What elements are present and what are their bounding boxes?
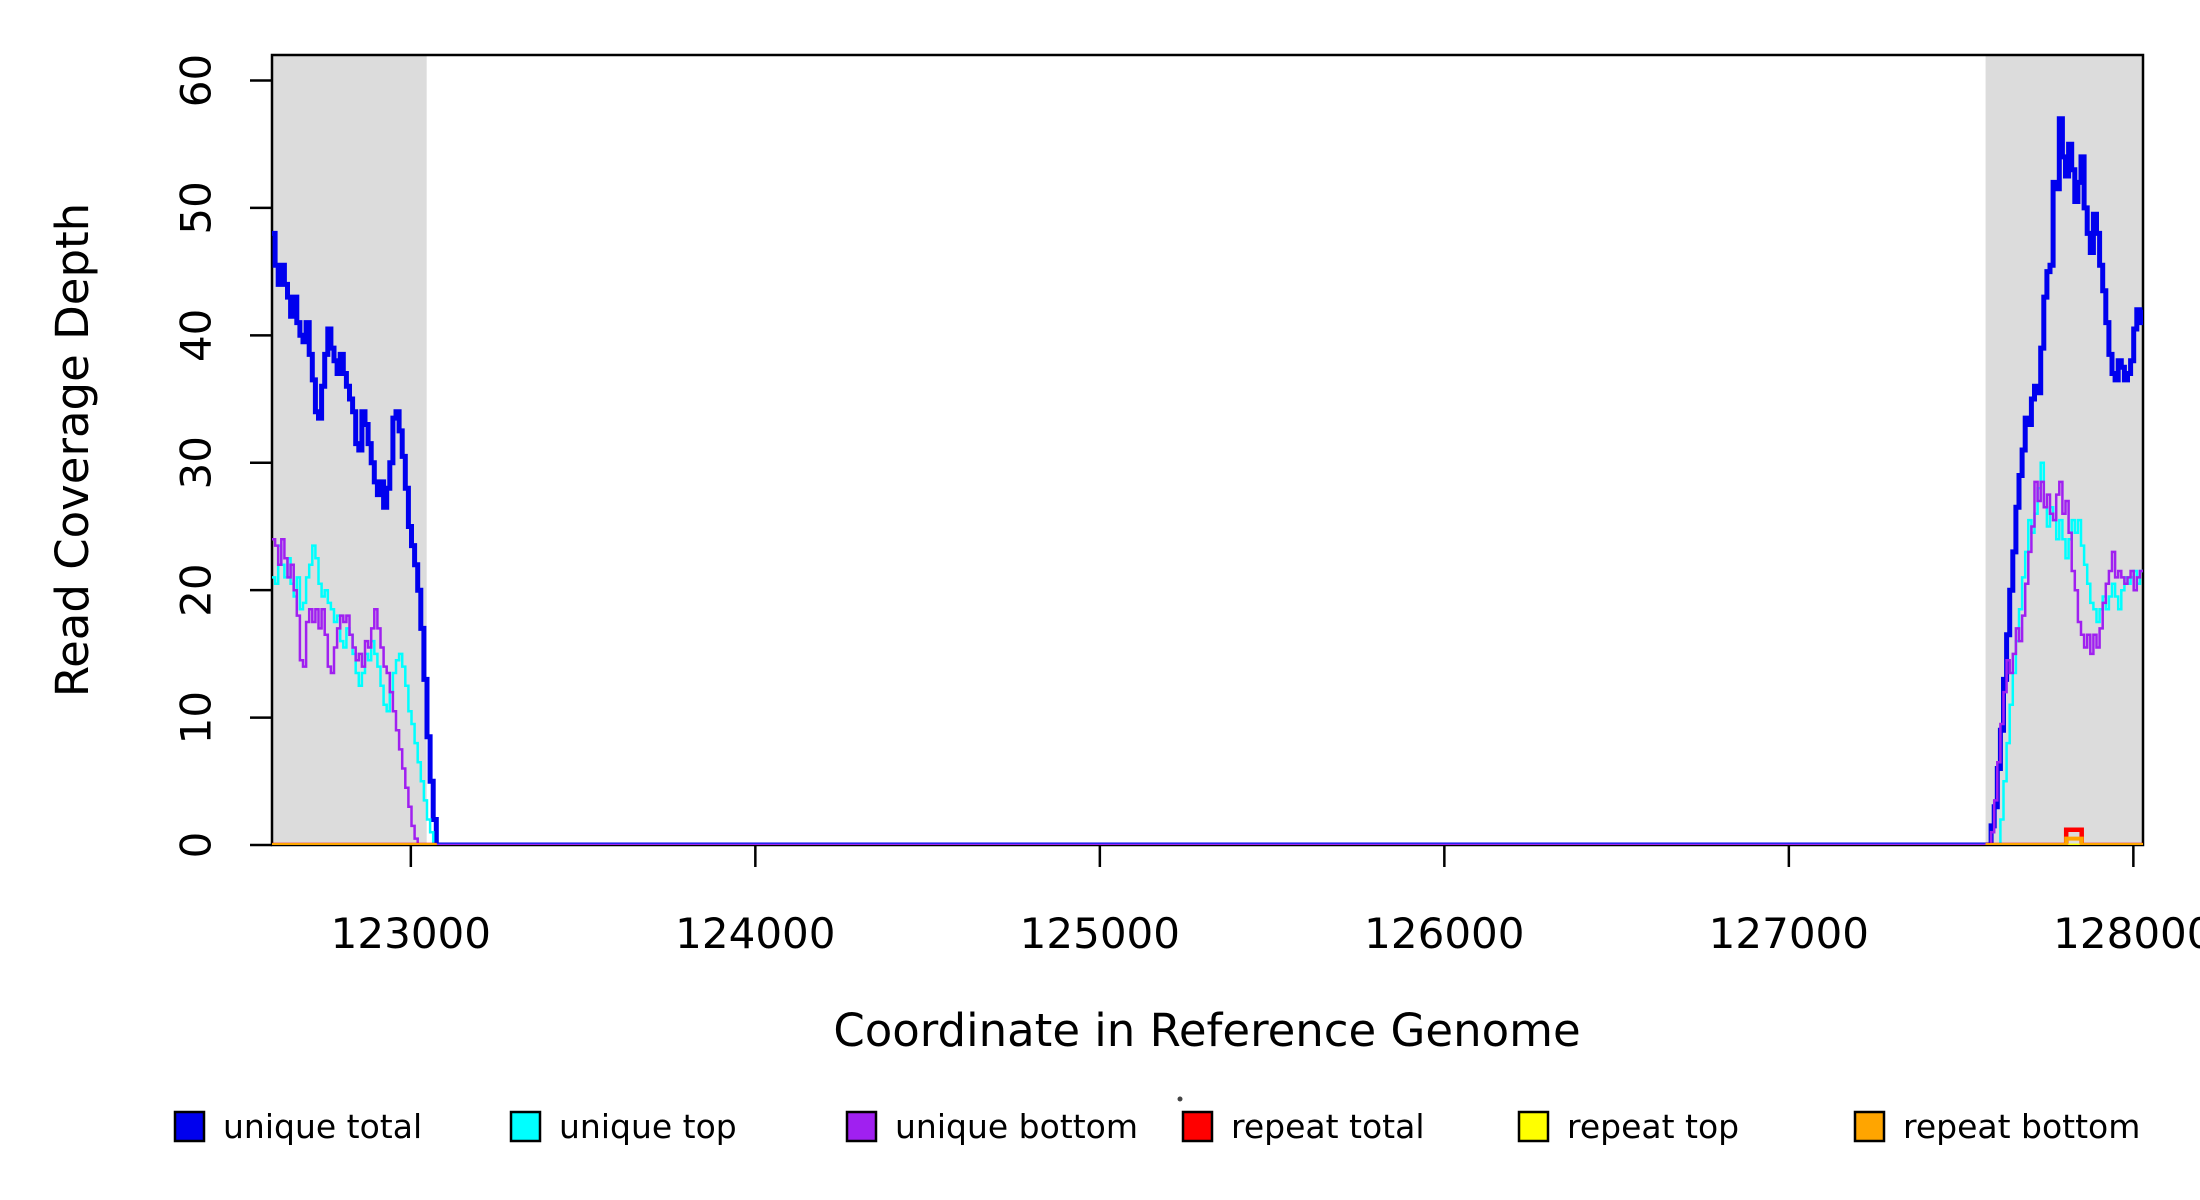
legend-label-repeat-top: repeat top xyxy=(1567,1107,1739,1146)
x-tick-label: 125000 xyxy=(1020,909,1180,958)
legend-swatch-unique-bottom xyxy=(845,1110,878,1143)
y-tick-label: 60 xyxy=(172,54,221,107)
legend-label-repeat-bottom: repeat bottom xyxy=(1903,1107,2140,1146)
y-tick-label: 40 xyxy=(172,309,221,362)
y-tick-label: 10 xyxy=(172,691,221,744)
legend-label-unique-top: unique top xyxy=(559,1107,737,1146)
x-tick-label: 126000 xyxy=(1364,909,1524,958)
legend-swatch-repeat-total xyxy=(1181,1110,1214,1143)
series-line-unique-bottom xyxy=(272,480,2143,845)
series-line-repeat-total xyxy=(272,827,2143,845)
y-tick-label: 50 xyxy=(172,181,221,234)
x-tick-label: 127000 xyxy=(1709,909,1869,958)
axis-tick-labels: 123000 124000 125000 126000 127000 128000 0 10 2… xyxy=(172,54,2200,958)
y-axis-title: Read Coverage Depth xyxy=(46,203,99,697)
legend-swatch-repeat-top xyxy=(1517,1110,1550,1143)
x-tick-label: 123000 xyxy=(331,909,491,958)
y-tick-label: 30 xyxy=(172,436,221,489)
repeat-region-bands xyxy=(272,55,2143,845)
x-axis-title: Coordinate in Reference Genome xyxy=(833,1004,1580,1057)
series-line-unique-total xyxy=(272,116,2143,845)
series-lines xyxy=(272,116,2143,845)
legend-label-unique-bottom: unique bottom xyxy=(895,1107,1138,1146)
plot-border-box xyxy=(270,53,2145,847)
y-tick-label: 20 xyxy=(172,563,221,616)
y-tick-label: 0 xyxy=(172,832,221,859)
shaded-repeat-region xyxy=(1985,55,2143,845)
legend-swatch-unique-total xyxy=(173,1110,206,1143)
x-tick-label: 128000 xyxy=(2053,909,2200,958)
x-tick-label: 124000 xyxy=(675,909,835,958)
legend: unique total unique top unique bottom repea… xyxy=(173,1107,2140,1146)
axis-ticks xyxy=(250,79,2135,867)
legend-swatch-unique-top xyxy=(509,1110,542,1143)
series-line-unique-top xyxy=(272,461,2143,845)
legend-label-unique-total: unique total xyxy=(223,1107,422,1146)
stray-dot-artifact xyxy=(1177,1096,1183,1102)
series-line-repeat-bottom xyxy=(272,836,2143,845)
legend-label-repeat-total: repeat total xyxy=(1231,1107,1425,1146)
legend-swatch-repeat-bottom xyxy=(1853,1110,1886,1143)
